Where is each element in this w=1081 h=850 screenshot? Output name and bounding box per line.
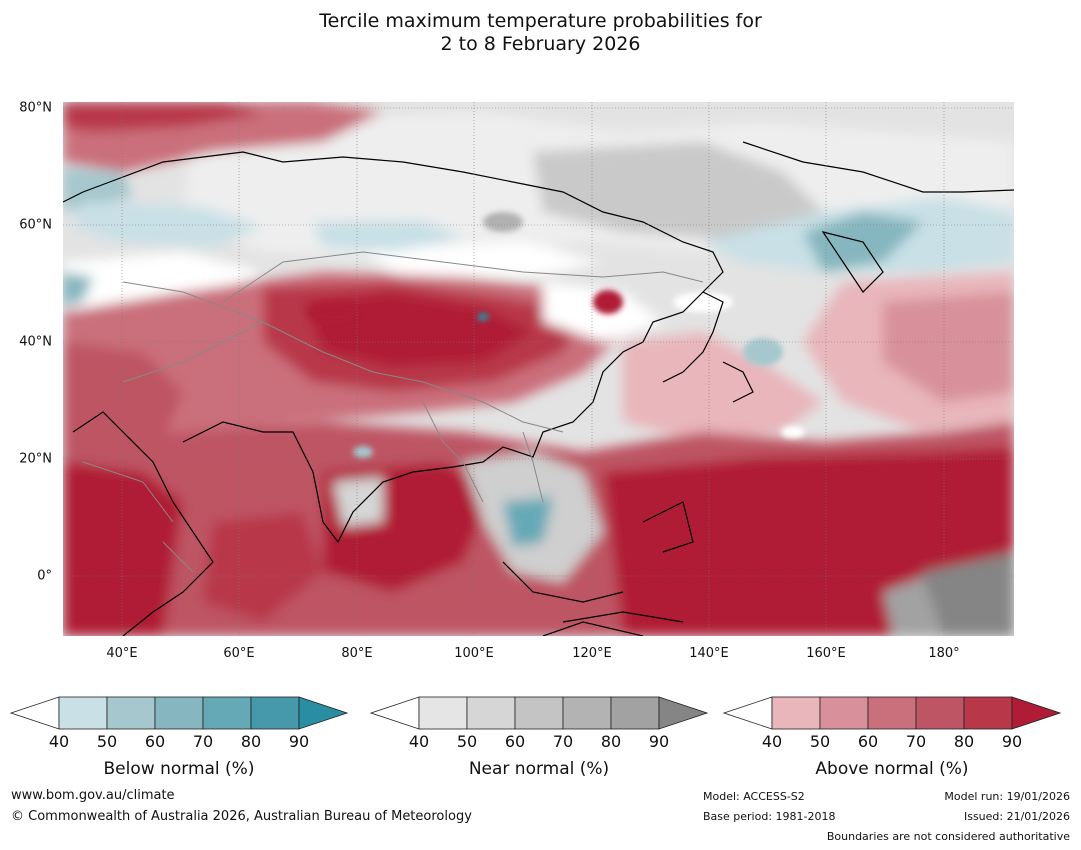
colorbar-near-tick: 50	[456, 732, 478, 751]
colorbar-below-segment	[202, 696, 252, 730]
colorbar-below-tick: 90	[288, 732, 310, 751]
website-link[interactable]: www.bom.gov.au/climate	[11, 788, 175, 803]
colorbar-above-segment	[819, 696, 869, 730]
colorbar-near-tick: 70	[552, 732, 574, 751]
lon-label: 140°E	[689, 646, 729, 661]
colorbar-below-tick: 40	[48, 732, 70, 751]
colorbar-below-tick: 70	[192, 732, 214, 751]
probability-details	[308, 212, 805, 458]
colorbar-below-segment	[106, 696, 156, 730]
colorbar-near	[370, 696, 708, 730]
colorbar-near-segment	[418, 696, 468, 730]
colorbar-below-lower-arrow	[10, 696, 60, 730]
colorbar-near-label: Near normal (%)	[468, 759, 610, 779]
colorbar-above-tick: 40	[761, 732, 783, 751]
colorbar-below-tick: 50	[96, 732, 118, 751]
colorbar-near-segment	[466, 696, 516, 730]
lat-label: 0°	[37, 568, 52, 584]
probability-fields	[63, 102, 1014, 636]
probability-map	[63, 102, 1014, 636]
colorbar-above-tick: 90	[1001, 732, 1023, 751]
colorbar-above-lower-arrow	[723, 696, 773, 730]
colorbar-above-tick: 70	[905, 732, 927, 751]
colorbar-below-segment	[58, 696, 108, 730]
boundaries-disclaimer: Boundaries are not considered authoritat…	[826, 830, 1070, 843]
colorbar-below-tick: 80	[240, 732, 262, 751]
colorbar-above	[723, 696, 1061, 730]
lon-label: 80°E	[341, 646, 373, 661]
colorbar-near-lower-arrow	[370, 696, 420, 730]
lon-label: 100°E	[454, 646, 494, 661]
country-borders	[82, 251, 704, 573]
colorbar-above-segment	[963, 696, 1013, 730]
colorbar-near-segment	[562, 696, 612, 730]
colorbar-above-tick: 80	[953, 732, 975, 751]
colorbar-near-segment	[610, 696, 660, 730]
lat-label: 80°N	[19, 100, 52, 116]
model-run-date: Model run: 19/01/2026	[944, 790, 1070, 803]
lat-label: 60°N	[19, 217, 52, 233]
colorbar-near-tick: 90	[648, 732, 670, 751]
colorbar-above-upper-arrow	[1011, 696, 1061, 730]
lon-label: 60°E	[223, 646, 255, 661]
lon-label: 160°E	[806, 646, 846, 661]
lon-label: 40°E	[106, 646, 138, 661]
lon-label: 180°	[928, 646, 960, 661]
colorbar-above-segment	[915, 696, 965, 730]
colorbar-near-upper-arrow	[658, 696, 708, 730]
map-title-line-2: 2 to 8 February 2026	[440, 33, 641, 55]
colorbar-below-upper-arrow	[298, 696, 348, 730]
colorbar-below-segment	[154, 696, 204, 730]
lon-label: 120°E	[572, 646, 612, 661]
lat-label: 40°N	[19, 334, 52, 350]
colorbar-near-tick: 80	[600, 732, 622, 751]
map-canvas	[63, 102, 1014, 636]
graticule	[63, 102, 1014, 636]
issued-date: Issued: 21/01/2026	[963, 810, 1070, 823]
colorbar-above-label: Above normal (%)	[815, 759, 969, 779]
colorbar-below-tick: 60	[144, 732, 166, 751]
lat-label: 20°N	[19, 451, 52, 467]
colorbar-below	[10, 696, 348, 730]
coastlines	[63, 141, 1014, 636]
colorbar-near-segment	[514, 696, 564, 730]
colorbar-above-segment	[771, 696, 821, 730]
base-period: Base period: 1981-2018	[703, 810, 836, 823]
colorbar-below-segment	[250, 696, 300, 730]
colorbar-above-segment	[867, 696, 917, 730]
map-title-line-1: Tercile maximum temperature probabilitie…	[319, 10, 762, 32]
colorbar-near-tick: 60	[504, 732, 526, 751]
colorbar-near-tick: 40	[408, 732, 430, 751]
colorbar-above-tick: 60	[857, 732, 879, 751]
colorbar-above-tick: 50	[809, 732, 831, 751]
copyright-text: © Commonwealth of Australia 2026, Austra…	[11, 809, 472, 824]
colorbar-below-label: Below normal (%)	[103, 759, 255, 779]
model-name: Model: ACCESS-S2	[703, 790, 805, 803]
